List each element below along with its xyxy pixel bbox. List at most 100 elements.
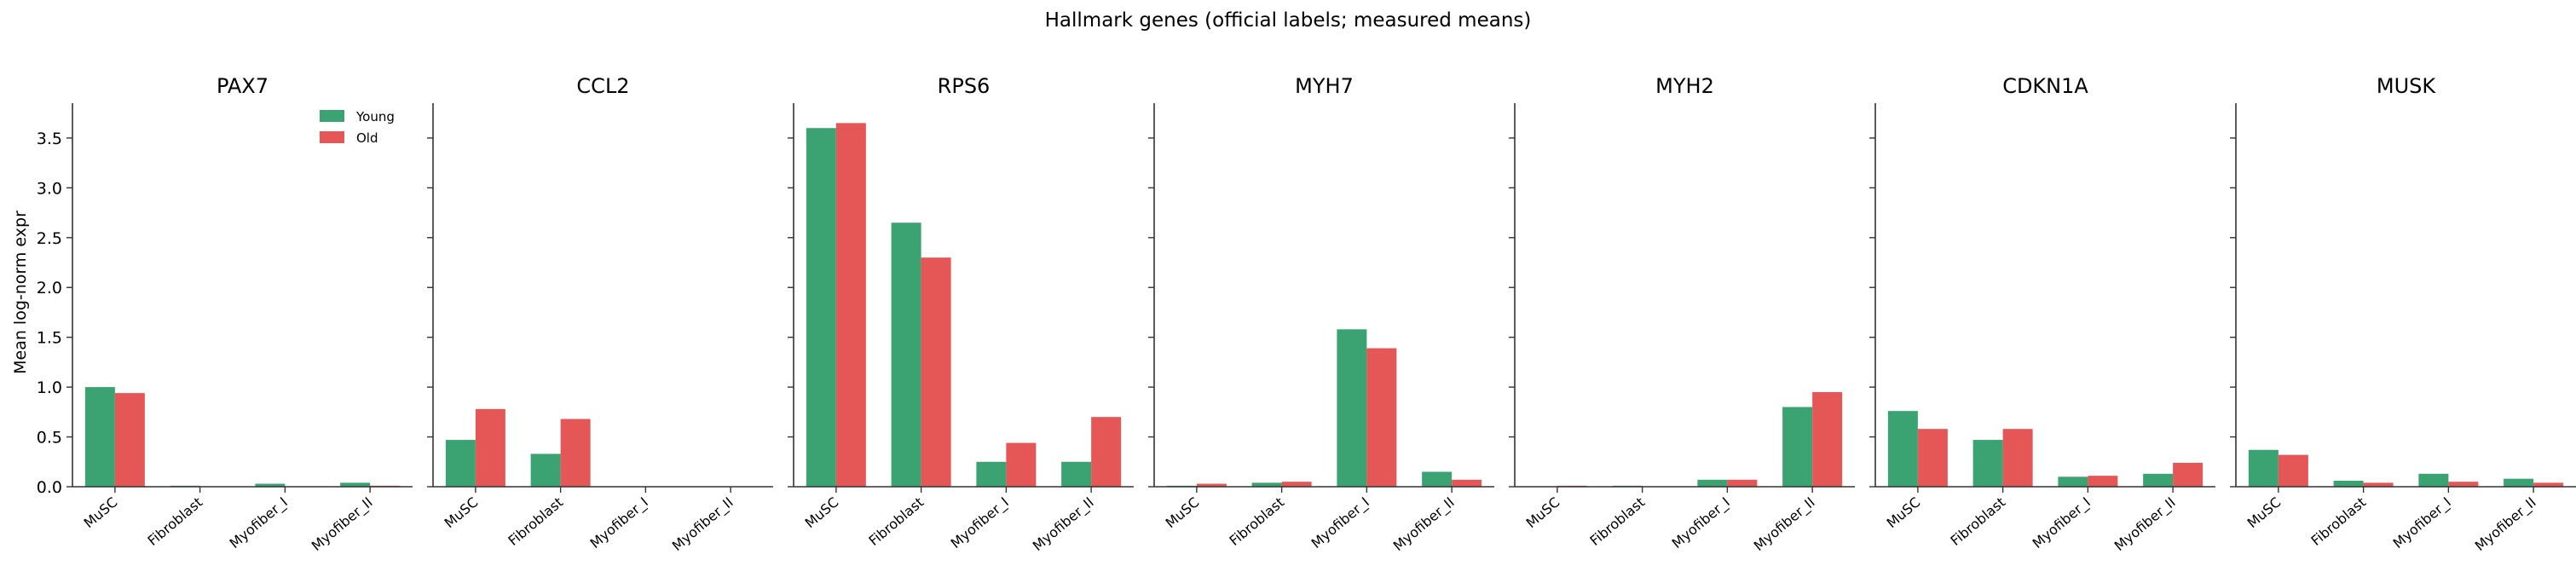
y-tick-label: 3.5 [37, 130, 62, 148]
legend-swatch-young [320, 110, 344, 122]
y-tick-label: 1.0 [37, 378, 62, 397]
bar-old-myofiber_ii [2173, 462, 2203, 487]
legend-label-old: Old [356, 130, 378, 146]
x-tick-label: MuSC [2244, 494, 2284, 532]
x-tick-label: Myofiber_II [1751, 494, 1819, 555]
x-tick-label: Fibroblast [144, 494, 205, 549]
bar-young-myofiber_i [1697, 479, 1728, 487]
bar-young-musc [1887, 411, 1918, 487]
panel-cdkn1a: CDKN1A MuSC Fibroblast Myofiber_I Myofiber_I… [1869, 74, 2215, 555]
x-tick-label: Myofiber_II [2472, 494, 2540, 555]
bar-old-musc [475, 408, 505, 487]
x-tick-label: Fibroblast [2307, 494, 2369, 549]
x-tick-label: Myofiber_I [587, 494, 652, 552]
legend-label-young: Young [355, 109, 395, 124]
bar-old-fibroblast [921, 257, 951, 487]
x-tick-label: MuSC [442, 494, 482, 532]
x-tick-label: Fibroblast [865, 494, 927, 549]
panel-rps6: RPS6 MuSC Fibroblast Myofiber_I Myofiber_II [788, 74, 1134, 555]
x-tick-label: Myofiber_I [227, 494, 292, 552]
bar-old-myofiber_ii [1091, 417, 1122, 487]
bar-young-myofiber_ii [2143, 473, 2174, 487]
panel-ccl2: CCL2 MuSC Fibroblast Myofiber_I Myofiber_II [427, 74, 773, 555]
bar-old-musc [114, 393, 145, 487]
x-tick-label: Myofiber_I [2390, 494, 2455, 552]
bar-old-myofiber_i [1727, 479, 1758, 487]
bar-young-myofiber_i [2058, 476, 2088, 487]
panel-title: CCL2 [576, 74, 629, 98]
bar-old-myofiber_ii [1812, 391, 1843, 487]
bar-young-fibroblast [1251, 482, 1282, 487]
x-tick-label: Fibroblast [1947, 494, 2008, 549]
panel-title: MYH7 [1295, 74, 1354, 98]
bar-young-myofiber_i [2418, 473, 2449, 487]
bar-young-myofiber_ii [1782, 407, 1813, 487]
y-tick-label: 1.5 [37, 329, 62, 348]
y-axis-label: Mean log-norm expr [11, 211, 30, 374]
bar-old-myofiber_i [2448, 482, 2479, 487]
panel-myh2: MYH2 MuSC Fibroblast Myofiber_I Myofiber_II [1509, 74, 1855, 555]
x-tick-label: Myofiber_I [2030, 494, 2094, 552]
bar-old-fibroblast [560, 419, 591, 487]
x-tick-label: MuSC [802, 494, 842, 532]
y-tick-label: 2.5 [37, 229, 62, 248]
bar-young-musc [806, 128, 836, 488]
bar-old-myofiber_i [1006, 442, 1037, 487]
bar-young-musc [2248, 449, 2279, 487]
legend-swatch-old [320, 131, 344, 143]
x-tick-label: Myofiber_II [309, 494, 377, 555]
panel-musk: MUSK MuSC Fibroblast Myofiber_I Myofiber_II [2230, 74, 2576, 555]
bar-young-myofiber_ii [1422, 471, 1453, 487]
y-tick-label: 0.5 [37, 429, 62, 448]
panel-title: CDKN1A [2002, 74, 2088, 98]
bar-old-myofiber_ii [2533, 482, 2564, 487]
panel-title: MUSK [2377, 74, 2437, 98]
bar-young-myofiber_i [255, 483, 286, 487]
bar-old-fibroblast [1281, 482, 1312, 487]
y-tick-label: 2.0 [37, 279, 62, 297]
x-tick-label: Myofiber_II [1030, 494, 1098, 555]
bar-young-myofiber_i [1337, 329, 1367, 487]
bar-young-musc [445, 440, 476, 487]
x-tick-label: MuSC [1163, 494, 1203, 532]
x-tick-label: MuSC [1884, 494, 1924, 532]
bar-young-myofiber_ii [1061, 461, 1092, 487]
bar-young-fibroblast [530, 453, 561, 487]
x-tick-label: Fibroblast [505, 494, 566, 549]
x-tick-label: Myofiber_I [1308, 494, 1373, 552]
bar-old-musc [835, 123, 866, 487]
bar-young-fibroblast [891, 222, 921, 487]
figure-suptitle: Hallmark genes (official labels; measure… [1045, 9, 1532, 32]
x-tick-label: Myofiber_I [948, 494, 1013, 552]
y-tick-label: 0.0 [37, 478, 62, 497]
bar-old-myofiber_i [1366, 348, 1397, 487]
bar-old-fibroblast [2002, 429, 2033, 487]
x-tick-label: Myofiber_II [2111, 494, 2180, 555]
x-tick-label: Fibroblast [1586, 494, 1648, 549]
bar-young-myofiber_ii [340, 482, 371, 487]
bar-old-myofiber_ii [1452, 479, 1482, 487]
bar-young-myofiber_ii [2504, 478, 2534, 487]
y-tick-label: 3.0 [37, 179, 62, 198]
bar-old-musc [1196, 483, 1227, 487]
x-tick-label: Myofiber_I [1669, 494, 1734, 552]
panels-group: PAX7 0.0 0.5 1.0 1.5 2.0 2.5 3.0 3.5 MuSC Fibrobla… [37, 74, 2576, 555]
bar-young-myofiber_i [976, 461, 1007, 487]
bar-old-fibroblast [2363, 482, 2394, 487]
x-tick-label: MuSC [81, 494, 121, 532]
x-tick-label: Myofiber_II [1390, 494, 1458, 555]
panel-myh7: MYH7 MuSC Fibroblast Myofiber_I Myofiber_II [1148, 74, 1494, 555]
bar-young-musc [84, 387, 115, 487]
panel-title: MYH2 [1655, 74, 1714, 98]
bar-young-fibroblast [1972, 440, 2003, 487]
bar-old-myofiber_i [2088, 476, 2118, 487]
bar-young-fibroblast [2333, 480, 2364, 487]
panel-title: RPS6 [938, 74, 991, 98]
bar-old-musc [1917, 429, 1948, 487]
legend: Young Old [320, 109, 395, 146]
x-tick-label: MuSC [1523, 494, 1563, 532]
x-tick-label: Myofiber_II [669, 494, 737, 555]
panel-pax7: PAX7 0.0 0.5 1.0 1.5 2.0 2.5 3.0 3.5 MuSC Fibrobla… [37, 74, 413, 555]
panel-title: PAX7 [217, 74, 269, 98]
